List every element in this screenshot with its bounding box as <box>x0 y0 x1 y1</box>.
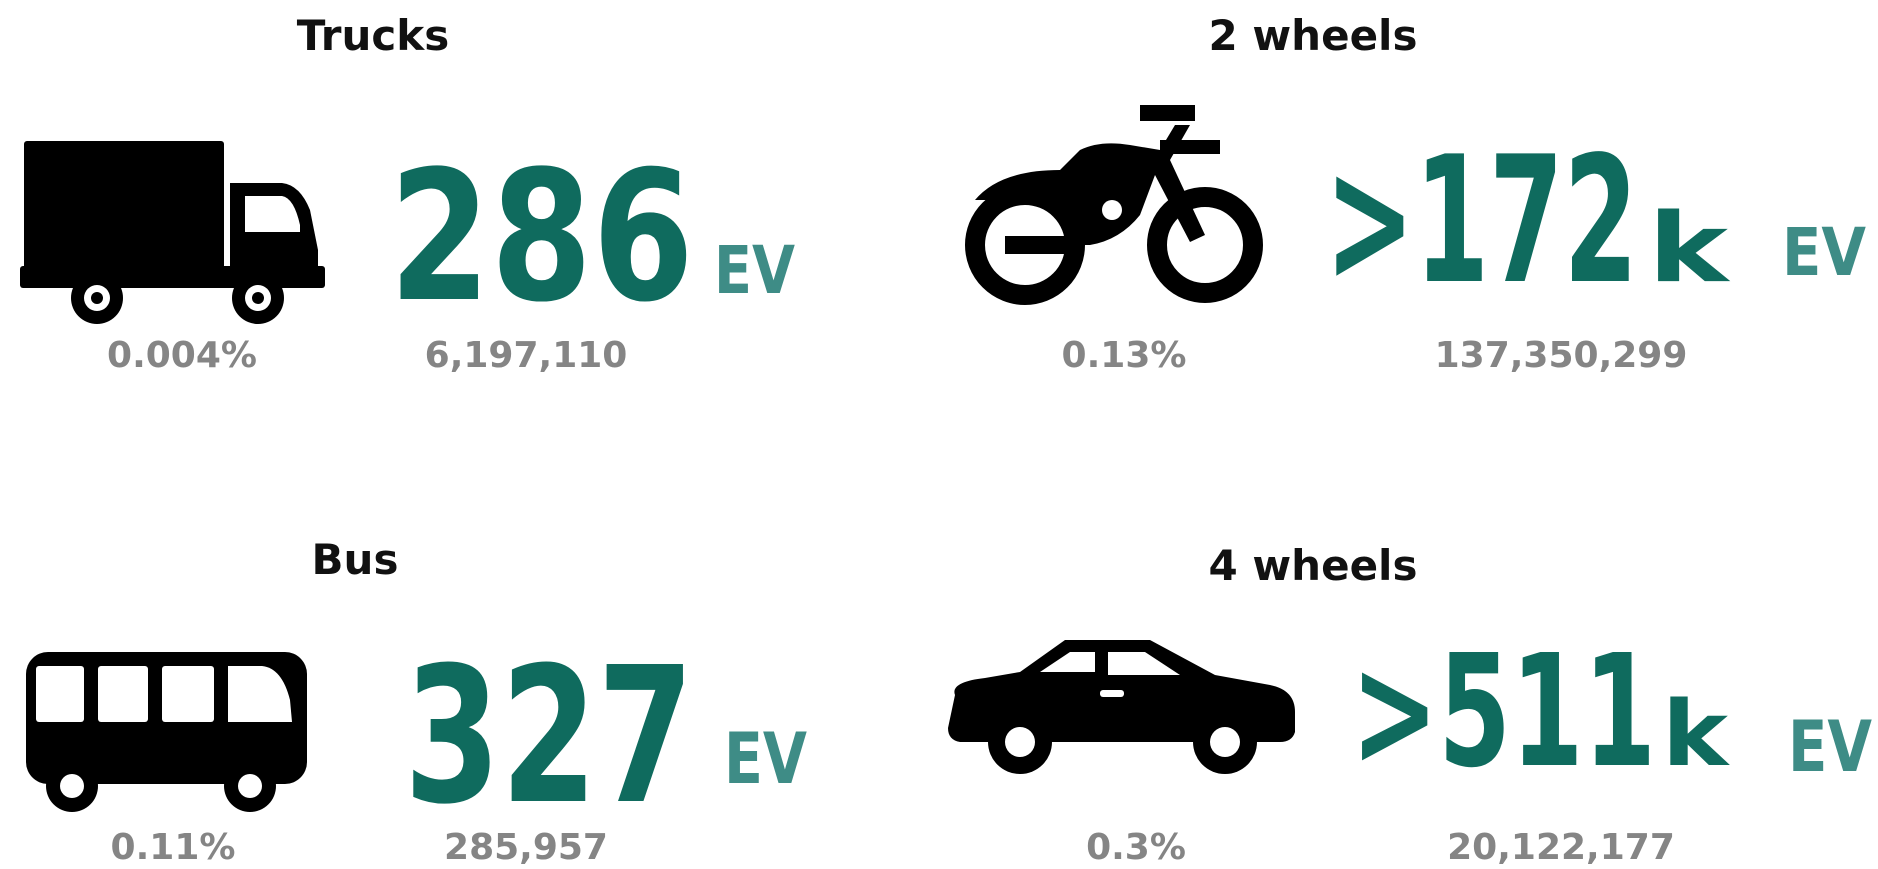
car-icon <box>948 640 1295 774</box>
ev-count-suffix: k <box>1648 194 1730 304</box>
vehicle-total: 6,197,110 <box>425 335 628 376</box>
panel-title: 2 wheels <box>1209 11 1418 60</box>
ev-share: 0.11% <box>111 827 236 868</box>
ev-share: 0.3% <box>1086 827 1186 868</box>
vehicle-total: 20,122,177 <box>1447 827 1675 868</box>
panel-title: Bus <box>312 535 399 584</box>
ev-unit: EV <box>714 232 795 309</box>
panel-title: Trucks <box>297 11 449 60</box>
ev-count: >172 <box>1325 120 1638 323</box>
bus-icon <box>26 652 307 812</box>
ev-count: >511 <box>1351 621 1656 802</box>
ev-share: 0.004% <box>107 335 257 376</box>
ev-share: 0.13% <box>1062 335 1187 376</box>
panel-title: 4 wheels <box>1209 541 1418 590</box>
ev-unit: EV <box>1782 214 1866 291</box>
ev-count: 327 <box>404 627 694 846</box>
ev-count: 286 <box>389 133 694 342</box>
ev-unit: EV <box>1788 706 1872 788</box>
vehicle-total: 137,350,299 <box>1435 335 1688 376</box>
ev-unit: EV <box>724 718 807 800</box>
truck-icon <box>20 141 325 324</box>
motorcycle-icon <box>965 105 1263 305</box>
vehicle-total: 285,957 <box>444 827 608 868</box>
ev-count-suffix: k <box>1662 682 1730 787</box>
